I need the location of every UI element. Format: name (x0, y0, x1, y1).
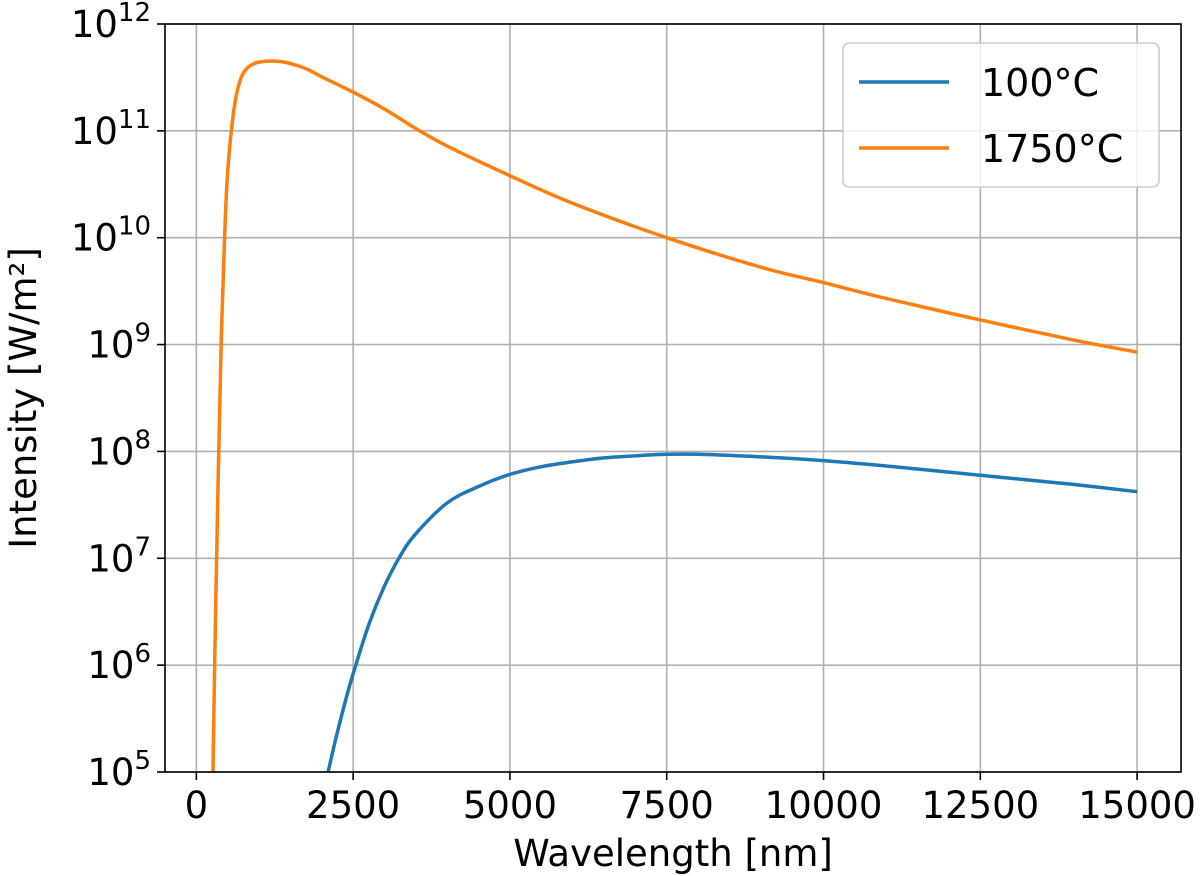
x-tick-label: 7500 (620, 784, 714, 827)
x-tick-label: 12500 (921, 784, 1039, 827)
series-0 (326, 452, 1138, 773)
legend-label: 100°C (981, 61, 1099, 105)
y-tick-label: 1011 (71, 105, 151, 153)
x-axis-label: Wavelength [nm] (513, 832, 833, 875)
y-tick-label: 1012 (71, 0, 151, 46)
x-tick-label: 10000 (765, 784, 883, 827)
x-tick-label: 0 (185, 784, 209, 827)
legend-box (842, 42, 1160, 188)
y-axis-label: Intensity [W/m²] (2, 247, 45, 549)
series-1 (211, 59, 1138, 773)
legend-label: 1750°C (981, 127, 1123, 171)
y-tick-label: 1010 (71, 212, 151, 260)
y-tick-label: 107 (87, 532, 151, 580)
series-line (326, 452, 1138, 773)
x-tick-label: 15000 (1078, 784, 1196, 827)
y-tick-label: 109 (87, 319, 151, 367)
legend: 100°C 1750°C (842, 42, 1160, 188)
series-layer (211, 59, 1138, 773)
y-tick-label: 108 (87, 425, 151, 473)
x-tick-label: 5000 (463, 784, 557, 827)
x-tick-label: 2500 (306, 784, 400, 827)
ticks: 0 2500 5000 7500 10000 12500 15000 105 106 107 108… (71, 0, 1196, 827)
plot-frame (164, 23, 1182, 773)
y-tick-label: 106 (87, 639, 151, 687)
y-tick-label: 105 (87, 746, 151, 794)
series-line (211, 59, 1138, 773)
